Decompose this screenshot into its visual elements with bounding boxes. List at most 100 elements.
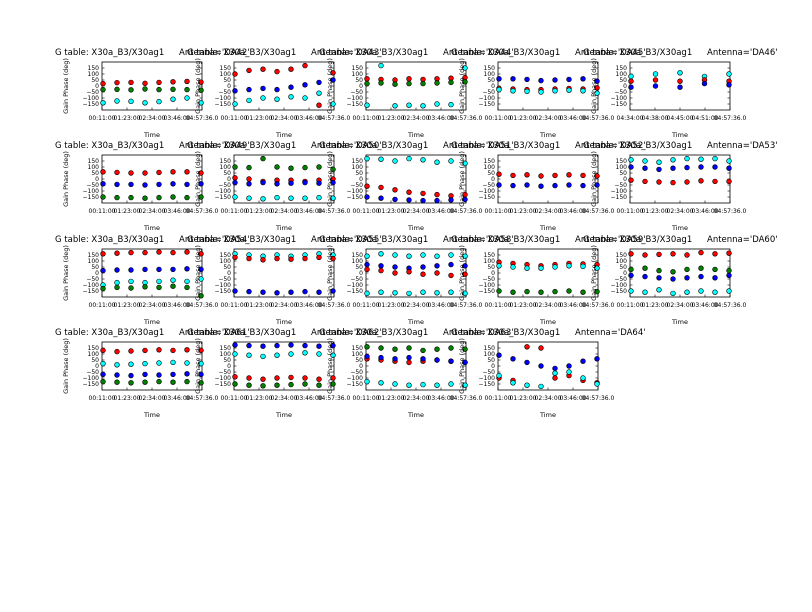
- data-point-cyan: [330, 352, 336, 358]
- x-tick-label: 00:11:00: [485, 302, 512, 309]
- y-tick-label: −100: [83, 282, 100, 289]
- y-tick-label: −150: [83, 101, 100, 108]
- y-tick-label: −100: [479, 282, 496, 289]
- x-tick-label: 04:57:36.0: [186, 395, 219, 402]
- y-tick-label: −150: [347, 288, 364, 295]
- data-point-blue: [510, 182, 516, 189]
- y-tick-label: 150: [88, 65, 100, 72]
- x-tick-label: 01:23:00: [114, 302, 141, 309]
- data-point-cyan: [406, 290, 412, 297]
- y-tick-label: 50: [487, 77, 495, 84]
- y-tick-label: 100: [88, 71, 100, 78]
- data-point-cyan: [316, 90, 322, 96]
- data-point-blue: [670, 165, 676, 171]
- data-point-red: [114, 79, 120, 86]
- data-point-red: [420, 190, 426, 197]
- data-point-green: [302, 164, 308, 171]
- x-axis-label: Time: [143, 224, 160, 232]
- data-point-blue: [434, 263, 440, 269]
- data-point-blue: [142, 182, 148, 188]
- panel-antenna-label: Antenna='DA63': [443, 328, 514, 338]
- data-point-blue: [406, 354, 412, 361]
- data-point-cyan: [406, 382, 412, 388]
- data-point-cyan: [566, 369, 572, 375]
- data-point-blue: [684, 275, 690, 281]
- data-point-red: [184, 169, 190, 175]
- data-point-green: [100, 285, 106, 292]
- data-point-blue: [726, 272, 732, 279]
- data-point-blue: [580, 358, 586, 364]
- data-point-red: [156, 79, 162, 86]
- data-point-cyan: [580, 88, 586, 94]
- data-point-green: [448, 345, 454, 351]
- data-point-red: [246, 67, 252, 74]
- x-tick-label: 04:57:36.0: [318, 395, 351, 402]
- data-point-cyan: [566, 263, 572, 269]
- data-point-red: [448, 272, 454, 279]
- data-point-green: [274, 382, 280, 388]
- data-point-red: [378, 184, 384, 191]
- data-point-red: [170, 347, 176, 354]
- data-point-blue: [420, 197, 426, 204]
- data-point-blue: [170, 181, 176, 187]
- data-point-green: [198, 380, 204, 386]
- y-tick-label: 0: [359, 83, 363, 90]
- data-point-cyan: [538, 89, 544, 95]
- data-point-red: [406, 359, 412, 366]
- x-axis-label: Time: [275, 411, 292, 419]
- data-point-cyan: [652, 71, 659, 77]
- panel-title: G table: X30a_B3/X30ag1: [55, 141, 164, 151]
- y-tick-label: −100: [479, 188, 496, 195]
- x-tick-label: 03:46:00: [164, 208, 191, 215]
- data-point-cyan: [594, 90, 600, 96]
- panel-title: G table: X30a_B3/X30ag1: [319, 48, 428, 58]
- data-point-cyan: [364, 378, 370, 385]
- y-tick-label: 150: [352, 65, 364, 72]
- data-point-green: [392, 81, 398, 87]
- data-point-red: [100, 169, 106, 175]
- data-point-blue: [652, 83, 659, 89]
- x-axis-label: Time: [275, 318, 292, 326]
- data-point-cyan: [552, 264, 558, 270]
- panel-title: G table: X30a_B3/X30ag1: [451, 141, 560, 151]
- panel-antenna-label: Antenna='DA44': [443, 48, 514, 58]
- y-tick-label: 50: [487, 264, 495, 271]
- data-point-green: [128, 194, 134, 201]
- data-point-green: [232, 381, 238, 387]
- panel-title: G table: X30a_B3/X30ag1: [451, 328, 560, 338]
- data-point-blue: [642, 273, 648, 280]
- data-point-blue: [142, 371, 148, 378]
- x-tick-label: 03:46:00: [428, 302, 455, 309]
- x-axis-label: Time: [539, 411, 556, 419]
- data-point-cyan: [698, 156, 704, 162]
- x-tick-label: 02:34:00: [139, 302, 166, 309]
- y-tick-label: 150: [220, 345, 232, 352]
- x-axis-label: Time: [407, 318, 424, 326]
- data-point-red: [128, 79, 134, 86]
- data-point-cyan: [448, 381, 454, 387]
- x-tick-label: 03:46:00: [164, 302, 191, 309]
- y-tick-label: −100: [347, 282, 364, 289]
- panel-antennada61: G table: X30a_B3/X30ag1 Antenna='DA61' 150…: [55, 328, 250, 419]
- x-tick-label: 00:11:00: [617, 208, 644, 215]
- data-point-blue: [566, 76, 572, 83]
- data-point-red: [552, 375, 558, 381]
- data-point-blue: [594, 356, 600, 362]
- data-point-cyan: [510, 88, 516, 94]
- data-point-green: [462, 79, 468, 85]
- data-point-red: [656, 251, 662, 258]
- y-tick-label: 50: [355, 264, 363, 271]
- y-axis-label: Gain Phase (deg): [194, 338, 202, 394]
- data-point-green: [406, 345, 412, 351]
- data-point-red: [496, 171, 502, 177]
- data-point-blue: [302, 179, 308, 186]
- data-point-cyan: [726, 288, 732, 294]
- data-point-blue: [524, 359, 530, 366]
- y-tick-label: −50: [350, 182, 363, 189]
- data-point-red: [232, 71, 238, 77]
- data-point-cyan: [198, 100, 204, 106]
- y-axis-label: Gain Phase (deg): [590, 245, 598, 301]
- x-axis-label: Time: [407, 131, 424, 139]
- data-point-cyan: [510, 264, 516, 270]
- data-point-blue: [128, 181, 134, 188]
